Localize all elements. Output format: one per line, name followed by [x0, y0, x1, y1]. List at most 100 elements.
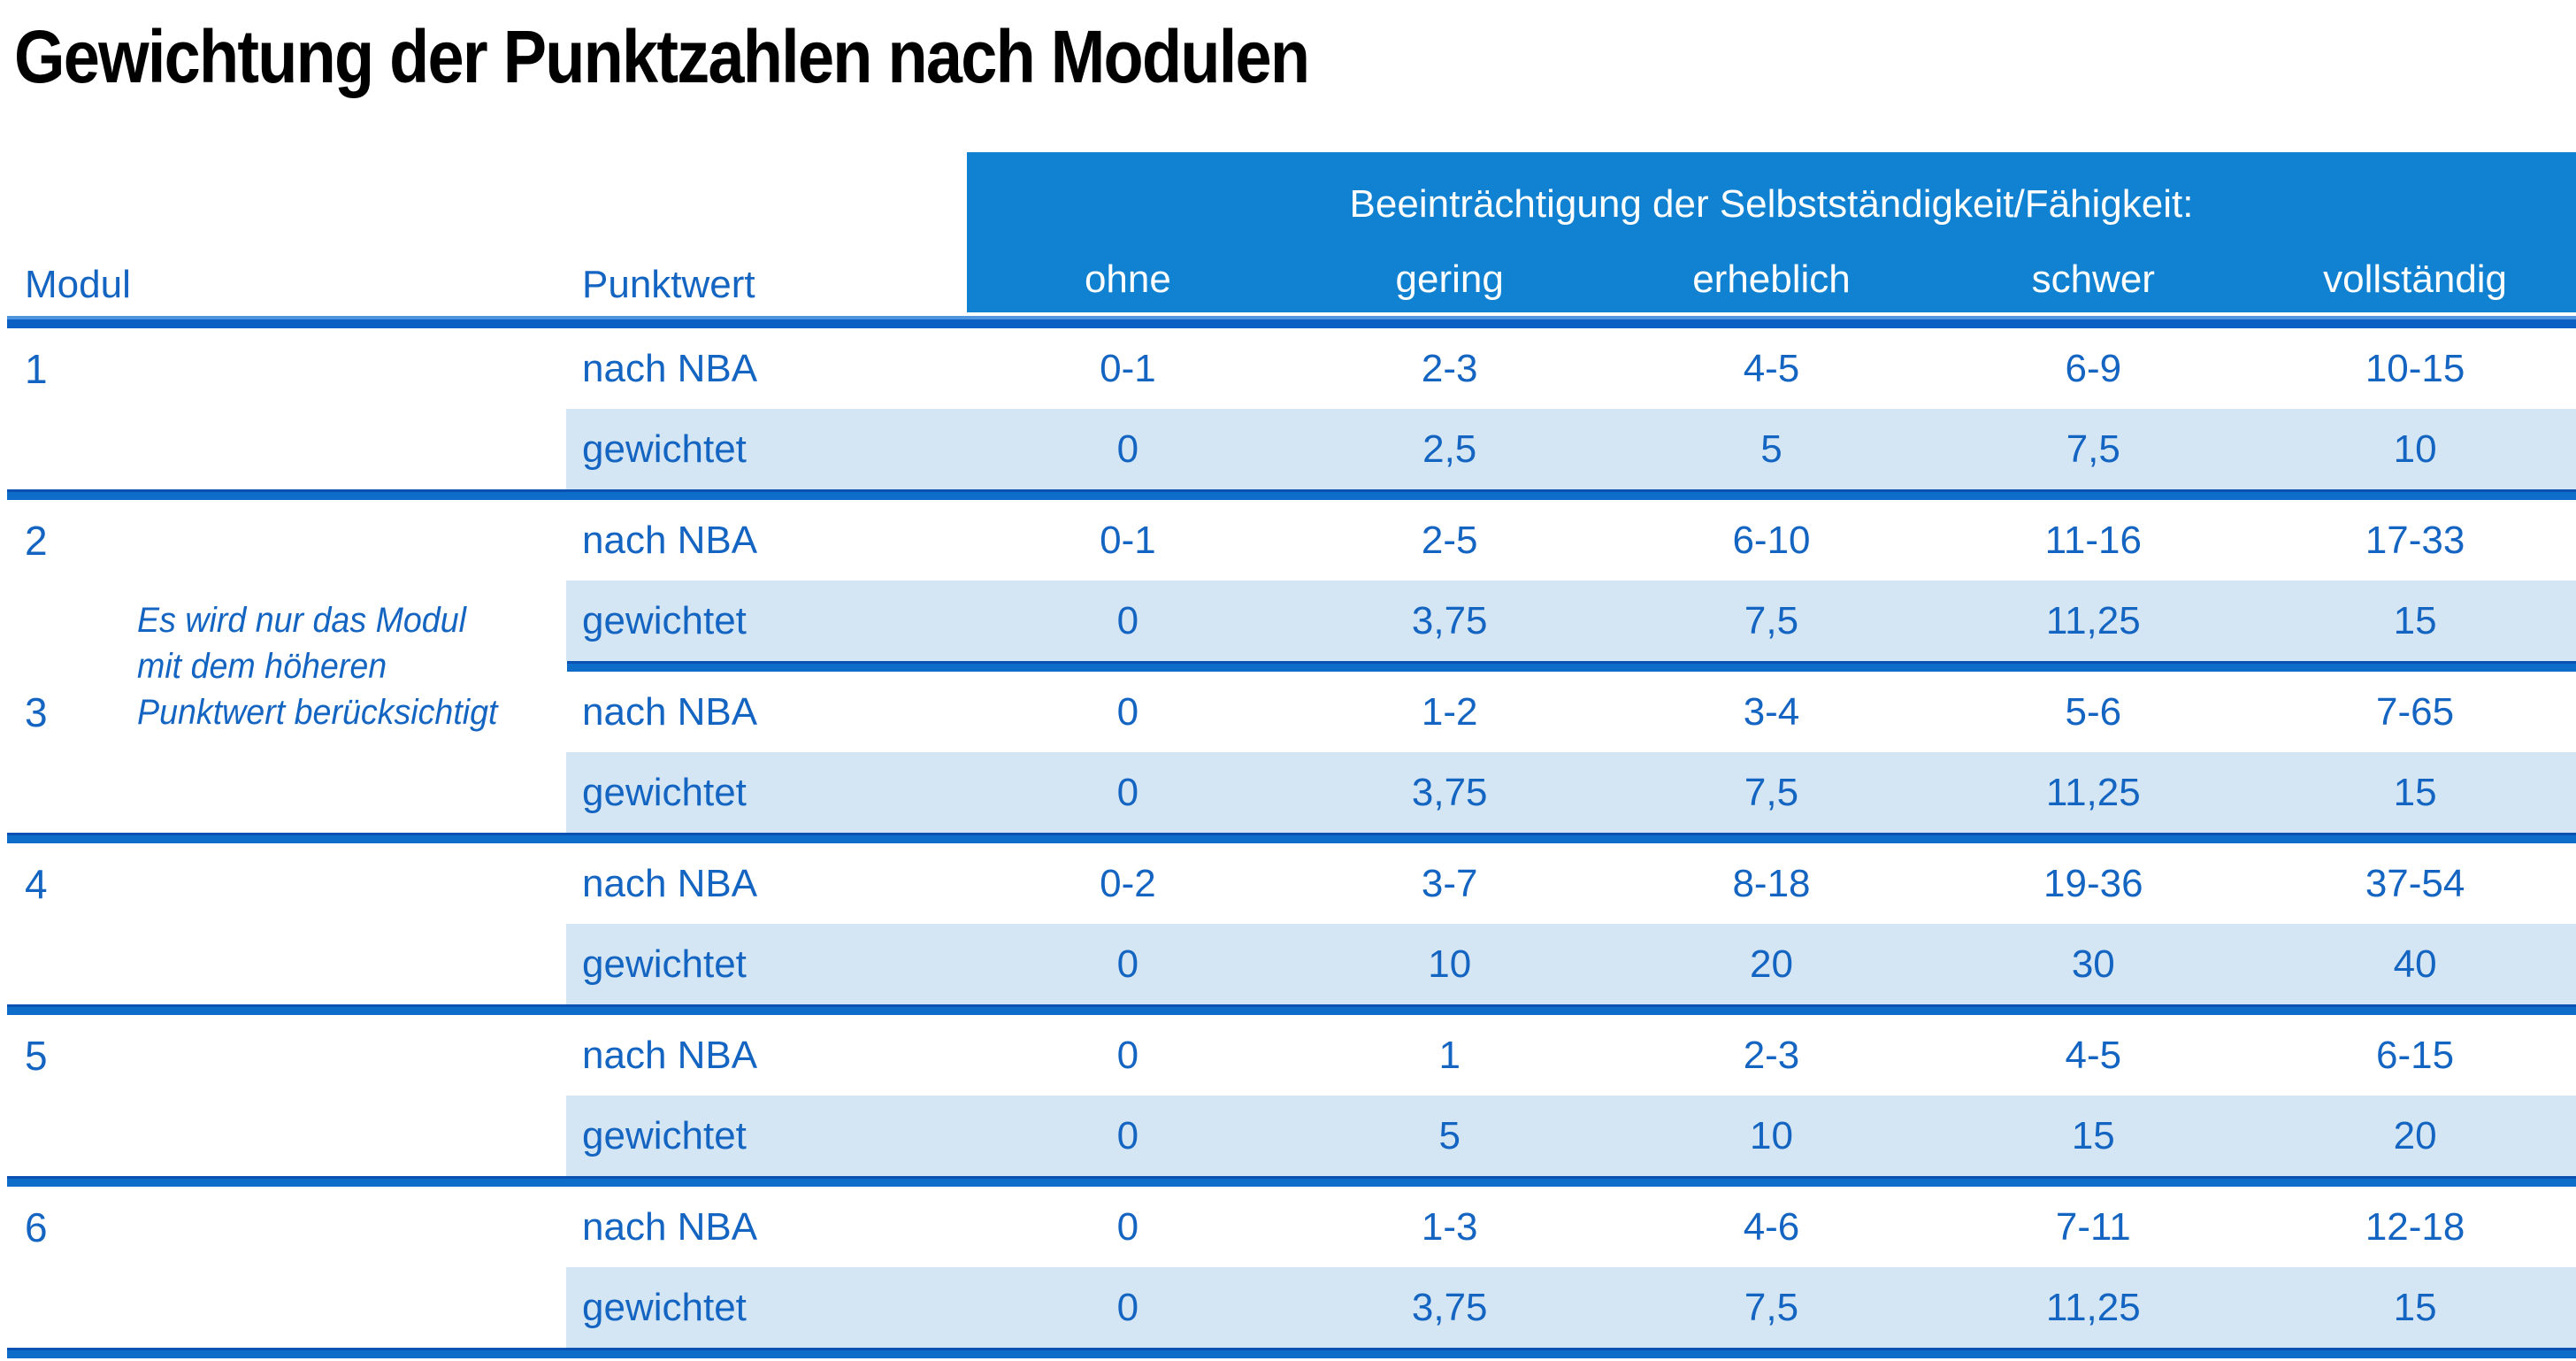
value-cell: 7,5 — [1744, 770, 1799, 814]
table-row-nba: 4 nach NBA 0-2 3-7 8-18 19-36 37-54 — [0, 843, 2576, 924]
note-line-2: mit dem höheren — [137, 647, 387, 686]
row-label-nba: nach NBA — [582, 1033, 758, 1077]
modul-column-header: Modul — [25, 263, 131, 306]
value-cell: 7,5 — [1744, 1285, 1799, 1329]
row-label-nba: nach NBA — [582, 1204, 758, 1249]
value-cell: 0-1 — [1100, 346, 1156, 390]
value-cell: 37-54 — [2365, 861, 2465, 905]
value-cell: 0 — [1116, 1033, 1139, 1077]
severity-label-schwer: schwer — [2031, 258, 2155, 301]
value-cell: 0 — [1116, 942, 1139, 986]
value-cell: 15 — [2071, 1113, 2115, 1157]
value-cell: 30 — [2071, 942, 2115, 986]
value-cell: 10 — [1750, 1113, 1793, 1157]
module-block-6: 6 nach NBA 0 1-3 4-6 7-11 12-18 gewichte… — [0, 1187, 2576, 1358]
module-2-3-note: Es wird nur das Modul mit dem höheren Pu… — [137, 597, 498, 735]
module-number: 6 — [25, 1203, 48, 1250]
value-cell: 3,75 — [1411, 1285, 1488, 1329]
value-cell: 3-7 — [1421, 861, 1478, 905]
value-cell: 11,25 — [2045, 598, 2141, 642]
value-cell: 0 — [1116, 427, 1139, 471]
value-cell: 0-1 — [1100, 518, 1156, 562]
table-row-nba: 5 nach NBA 0 1 2-3 4-5 6-15 — [0, 1015, 2576, 1096]
module-block-3: 3 nach NBA 0 1-2 3-4 5-6 7-65 gewichtet … — [0, 672, 2576, 843]
row-label-weighted: gewichtet — [582, 598, 747, 642]
severity-span-header: Beeinträchtigung der Selbstständigkeit/F… — [1349, 182, 2194, 226]
value-cell: 10-15 — [2365, 346, 2465, 390]
value-cell: 7-11 — [2055, 1204, 2131, 1249]
module-divider — [7, 1176, 2576, 1187]
header-rule — [7, 316, 2576, 328]
module-divider — [7, 1004, 2576, 1015]
table-row-weighted: gewichtet 0 2,5 5 7,5 10 — [0, 409, 2576, 489]
severity-label-erheblich: erheblich — [1692, 258, 1851, 301]
module-number: 2 — [25, 517, 48, 564]
value-cell: 15 — [2393, 598, 2437, 642]
table-row-weighted: gewichtet 0 10 20 30 40 — [0, 924, 2576, 1004]
value-cell: 15 — [2393, 770, 2437, 814]
table-row-nba: 3 nach NBA 0 1-2 3-4 5-6 7-65 — [0, 672, 2576, 752]
punktwert-column-header: Punktwert — [582, 263, 755, 306]
value-cell: 6-15 — [2376, 1033, 2455, 1077]
value-cell: 5 — [1760, 427, 1782, 471]
value-cell: 10 — [1428, 942, 1472, 986]
value-cell: 2-3 — [1421, 346, 1478, 390]
module-divider — [7, 1348, 2576, 1358]
row-label-weighted: gewichtet — [582, 770, 747, 814]
value-cell: 8-18 — [1732, 861, 1811, 905]
value-cell: 7,5 — [2066, 427, 2120, 471]
row-label-weighted: gewichtet — [582, 942, 747, 986]
value-cell: 1 — [1438, 1033, 1460, 1077]
value-cell: 0 — [1116, 1204, 1139, 1249]
value-cell: 4-6 — [1743, 1204, 1800, 1249]
value-cell: 3,75 — [1411, 770, 1488, 814]
value-cell: 1-2 — [1421, 689, 1478, 734]
value-cell: 5 — [1438, 1113, 1460, 1157]
value-cell: 0 — [1116, 689, 1139, 734]
page-title: Gewichtung der Punktzahlen nach Modulen — [14, 15, 1310, 98]
value-cell: 5-6 — [2065, 689, 2122, 734]
value-cell: 4-5 — [1743, 346, 1800, 390]
module-number: 5 — [25, 1032, 48, 1079]
value-cell: 0 — [1116, 598, 1139, 642]
module-block-4: 4 nach NBA 0-2 3-7 8-18 19-36 37-54 gewi… — [0, 843, 2576, 1015]
note-line-1: Es wird nur das Modul — [137, 601, 466, 640]
value-cell: 20 — [1750, 942, 1793, 986]
row-label-weighted: gewichtet — [582, 1285, 747, 1329]
value-cell: 17-33 — [2365, 518, 2465, 562]
severity-labels-row: ohne gering erheblich schwer vollständig — [967, 258, 2576, 302]
severity-header-box: Beeinträchtigung der Selbstständigkeit/F… — [967, 152, 2576, 316]
value-cell: 11,25 — [2045, 1285, 2141, 1329]
value-cell: 2,5 — [1422, 427, 1477, 471]
module-divider — [7, 833, 2576, 843]
module-block-2: 2 nach NBA 0-1 2-5 6-10 11-16 17-33 gewi… — [0, 500, 2576, 672]
module-number: 4 — [25, 860, 48, 907]
value-cell: 6-9 — [2065, 346, 2122, 390]
value-cell: 3-4 — [1743, 689, 1800, 734]
value-cell: 15 — [2393, 1285, 2437, 1329]
row-label-weighted: gewichtet — [582, 427, 747, 471]
value-cell: 4-5 — [2065, 1033, 2122, 1077]
value-cell: 1-3 — [1421, 1204, 1478, 1249]
table-row-weighted: gewichtet 0 3,75 7,5 11,25 15 — [0, 1267, 2576, 1348]
module-number: 1 — [25, 345, 48, 392]
value-cell: 0 — [1116, 1113, 1139, 1157]
row-label-nba: nach NBA — [582, 518, 758, 562]
table-row-nba: 6 nach NBA 0 1-3 4-6 7-11 12-18 — [0, 1187, 2576, 1267]
value-cell: 7-65 — [2376, 689, 2455, 734]
value-cell: 3,75 — [1411, 598, 1488, 642]
table-body: 1 nach NBA 0-1 2-3 4-5 6-9 10-15 gewicht… — [0, 328, 2576, 1358]
value-cell: 19-36 — [2043, 861, 2143, 905]
value-cell: 10 — [2393, 427, 2437, 471]
table-row-weighted: gewichtet 0 5 10 15 20 — [0, 1096, 2576, 1176]
severity-label-ohne: ohne — [1084, 258, 1171, 301]
row-label-nba: nach NBA — [582, 861, 758, 905]
value-cell: 2-3 — [1743, 1033, 1800, 1077]
value-cell: 7,5 — [1744, 598, 1799, 642]
value-cell: 0-2 — [1100, 861, 1156, 905]
value-cell: 12-18 — [2365, 1204, 2465, 1249]
value-cell: 40 — [2393, 942, 2437, 986]
value-cell: 11,25 — [2045, 770, 2141, 814]
value-cell: 0 — [1116, 1285, 1139, 1329]
